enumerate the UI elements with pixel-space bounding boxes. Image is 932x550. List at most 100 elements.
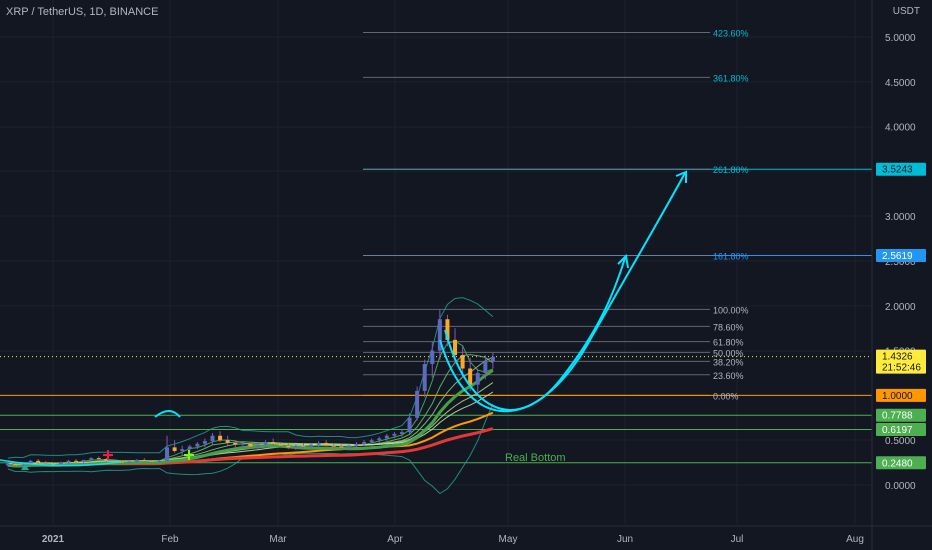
candle-body: [172, 447, 177, 451]
candle-body: [142, 459, 147, 461]
chart-title: XRP / TetherUS, 1D, BINANCE: [6, 6, 159, 18]
candle-body: [407, 417, 412, 433]
candle-body: [13, 463, 18, 466]
candle-body: [271, 441, 276, 444]
price-badge: [876, 456, 926, 470]
candle-body: [468, 368, 473, 385]
arrow-head-2: [675, 170, 687, 183]
candle-body: [96, 458, 101, 460]
fib-label: 61.80%: [713, 338, 744, 348]
red-cross: [103, 450, 113, 460]
candle-body: [399, 432, 404, 434]
candle-body: [286, 445, 291, 448]
candle-body: [422, 364, 427, 391]
triangle-marker: [21, 464, 29, 470]
fib-label: 50.00%: [713, 348, 744, 358]
candle-body: [43, 462, 48, 464]
price-badge-value: 0.2480: [882, 458, 913, 469]
x-tick-label: 2021: [42, 534, 65, 545]
early-curve: [0, 459, 121, 467]
price-badge: [876, 422, 926, 436]
fib-label: 78.60%: [713, 322, 744, 332]
fib-label: 361.80%: [713, 73, 749, 83]
candle-body: [51, 463, 56, 465]
real-bottom-annotation: Real Bottom: [505, 452, 566, 464]
price-badge-value: 0.7788: [882, 411, 913, 422]
price-badge: [876, 408, 926, 422]
fib-label: 100.00%: [713, 305, 749, 315]
candle-body: [384, 435, 389, 439]
drawings: [0, 170, 687, 470]
candle-body: [263, 441, 268, 445]
candle-body: [278, 443, 283, 446]
x-tick-label: Feb: [161, 534, 179, 545]
candle-body: [74, 460, 79, 462]
candle-body: [119, 461, 124, 463]
candle-body: [134, 459, 139, 462]
candle-body: [28, 460, 33, 465]
candle-body: [445, 319, 450, 340]
candle-body: [362, 441, 367, 444]
candlesticks: [5, 309, 495, 468]
currency-label: USDT: [892, 6, 920, 17]
candle-body: [157, 460, 162, 462]
price-badge: [876, 248, 926, 262]
candle-body: [165, 447, 170, 461]
ma-green-line: [7, 369, 494, 468]
time-axis[interactable]: 2021 Feb Mar Apr May Jun Jul Aug: [0, 525, 932, 545]
candle-body: [460, 355, 465, 369]
fib-label: 423.60%: [713, 29, 749, 39]
bollinger-upper: [7, 297, 494, 459]
y-tick-label: 2.5000: [885, 257, 916, 268]
price-badge-value: 2.5619: [882, 251, 913, 262]
price-badge-value: 1.4326: [882, 352, 913, 363]
candle-body: [180, 449, 185, 451]
fib-label: 261.80%: [713, 165, 749, 175]
candle-body: [225, 440, 230, 443]
candle-body: [58, 462, 63, 465]
y-tick-label: 4.0000: [885, 123, 916, 134]
price-badge-value: 0.6197: [882, 425, 913, 436]
candle-body: [437, 319, 442, 351]
peak-mark: [154, 410, 181, 418]
candle-body: [240, 443, 245, 445]
price-badge-countdown: 21:52:46: [882, 363, 921, 374]
candle-body: [210, 435, 215, 442]
green-cross: [184, 450, 194, 460]
y-tick-label: 5.0000: [885, 33, 916, 44]
fib-label: 23.60%: [713, 371, 744, 381]
candle-body: [202, 441, 207, 444]
candle-body: [127, 461, 132, 463]
projection-arrow-1: [444, 257, 626, 411]
y-tick-label: 0.0000: [885, 481, 916, 492]
candle-body: [301, 445, 306, 447]
fibonacci-levels: 423.60% 361.80% 261.80% 161.80% 100.00% 78.60…: [363, 29, 749, 401]
candle-body: [490, 356, 495, 362]
candle-body: [21, 464, 26, 466]
candle-body: [248, 443, 253, 447]
candle-body: [430, 350, 435, 365]
candle-body: [346, 445, 351, 448]
chart-grid: [0, 0, 872, 525]
candle-body: [255, 444, 260, 447]
candle-body: [187, 446, 192, 450]
candle-body: [324, 442, 329, 446]
candle-body: [104, 459, 109, 461]
price-badge: [876, 162, 926, 176]
candle-body: [36, 460, 41, 463]
candle-body: [453, 339, 458, 356]
candle-body: [316, 442, 321, 445]
candle-body: [5, 463, 10, 466]
candle-body: [377, 438, 382, 441]
arrow-head-1: [617, 253, 629, 269]
y-tick-label: 2.0000: [885, 302, 916, 313]
price-badge: [876, 349, 926, 374]
candle-body: [149, 460, 154, 462]
x-tick-label: Jul: [731, 534, 744, 545]
candle-body: [354, 443, 359, 446]
candle-body: [309, 444, 314, 447]
candle-body: [339, 446, 344, 448]
y-tick-label: 4.5000: [885, 78, 916, 89]
